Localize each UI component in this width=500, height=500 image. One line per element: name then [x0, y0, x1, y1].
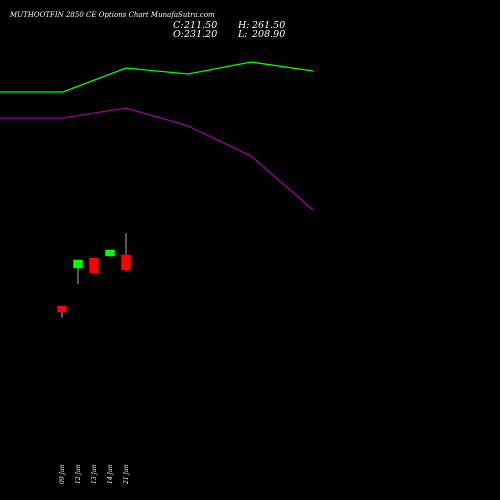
- indicator-line-2: [0, 107, 314, 211]
- candle-3: [89, 257, 99, 274]
- high-value: 261.50: [251, 20, 285, 31]
- candle-body: [57, 305, 67, 313]
- candles: [57, 233, 131, 318]
- x-tick-label: 13 Jan: [91, 464, 98, 484]
- high-label: H:: [237, 20, 250, 31]
- close-value: 211.50: [183, 20, 217, 31]
- ohlc-readout: C: 211.50 O: 231.20 H: 261.50 L: 208.90: [173, 20, 285, 40]
- candle-4: [105, 249, 115, 257]
- candle-body: [121, 254, 131, 271]
- candle-body: [89, 257, 99, 274]
- x-tick-label: 12 Jan: [75, 464, 82, 484]
- low-value: 208.90: [251, 29, 285, 40]
- candle-body: [105, 249, 115, 257]
- candle-1: [57, 305, 67, 318]
- open-value: 231.20: [183, 29, 217, 40]
- candle-2: [73, 259, 83, 284]
- indicator-lines: [0, 61, 314, 211]
- close-label: C:: [173, 20, 183, 31]
- x-tick-label: 14 Jan: [107, 464, 114, 484]
- x-tick-label: 21 Jan: [123, 464, 130, 485]
- chart-title: MUTHOOTFIN 2850 CE Options Chart MunafaS…: [9, 11, 215, 19]
- x-tick-label: 09 Jan: [59, 464, 66, 484]
- open-label: O:: [173, 29, 184, 40]
- candle-body: [73, 259, 83, 269]
- low-label: L:: [237, 29, 248, 40]
- x-axis-ticks: 09 Jan 12 Jan 13 Jan 14 Jan 21 Jan: [59, 464, 130, 485]
- candle-5: [121, 233, 131, 271]
- indicator-line-1: [0, 61, 314, 93]
